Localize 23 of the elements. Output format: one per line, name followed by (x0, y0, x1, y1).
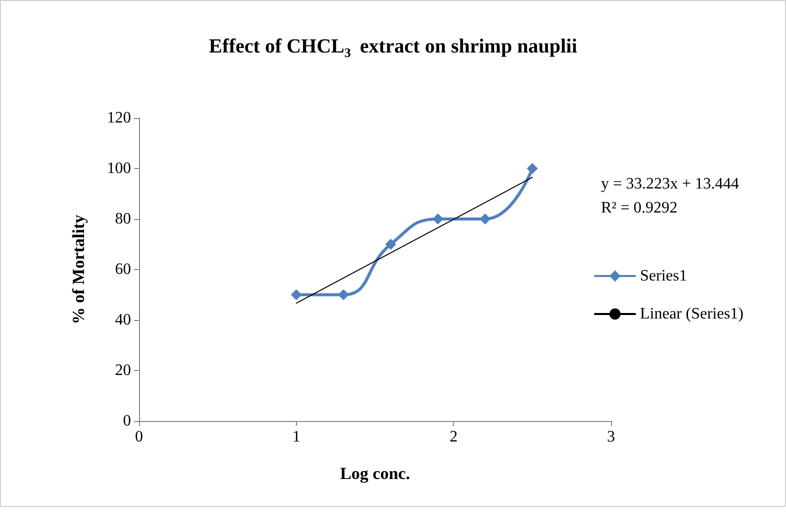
point (432, 214, 444, 224)
point (526, 163, 538, 174)
x-tick-label: 3 (607, 428, 615, 446)
x-tick-label: 0 (135, 428, 143, 446)
x-tick-label: 1 (292, 428, 300, 446)
y-axis-title: % of Mortality (69, 214, 88, 324)
point (290, 289, 302, 300)
y-tick-label: 20 (115, 362, 131, 379)
y-tick-label: 40 (115, 312, 131, 328)
point (338, 289, 350, 300)
x-tick-label: 2 (450, 428, 458, 446)
annotation: y = 33.223x + 13.444 (601, 176, 740, 192)
point (480, 214, 491, 224)
x-axis-title: Log conc. (340, 464, 410, 483)
y-tick-label: 60 (115, 261, 131, 278)
point (385, 238, 396, 250)
y-tick-label: 100 (107, 160, 131, 177)
y-tick-label: 80 (115, 210, 131, 228)
legend-label: Linear (Series1) (640, 306, 744, 322)
y-tick-label: 0 (123, 412, 131, 430)
annotation: R² = 0.9292 (600, 200, 678, 216)
y-tick-label: 120 (107, 110, 131, 126)
legend-label: Series1 (640, 268, 688, 284)
